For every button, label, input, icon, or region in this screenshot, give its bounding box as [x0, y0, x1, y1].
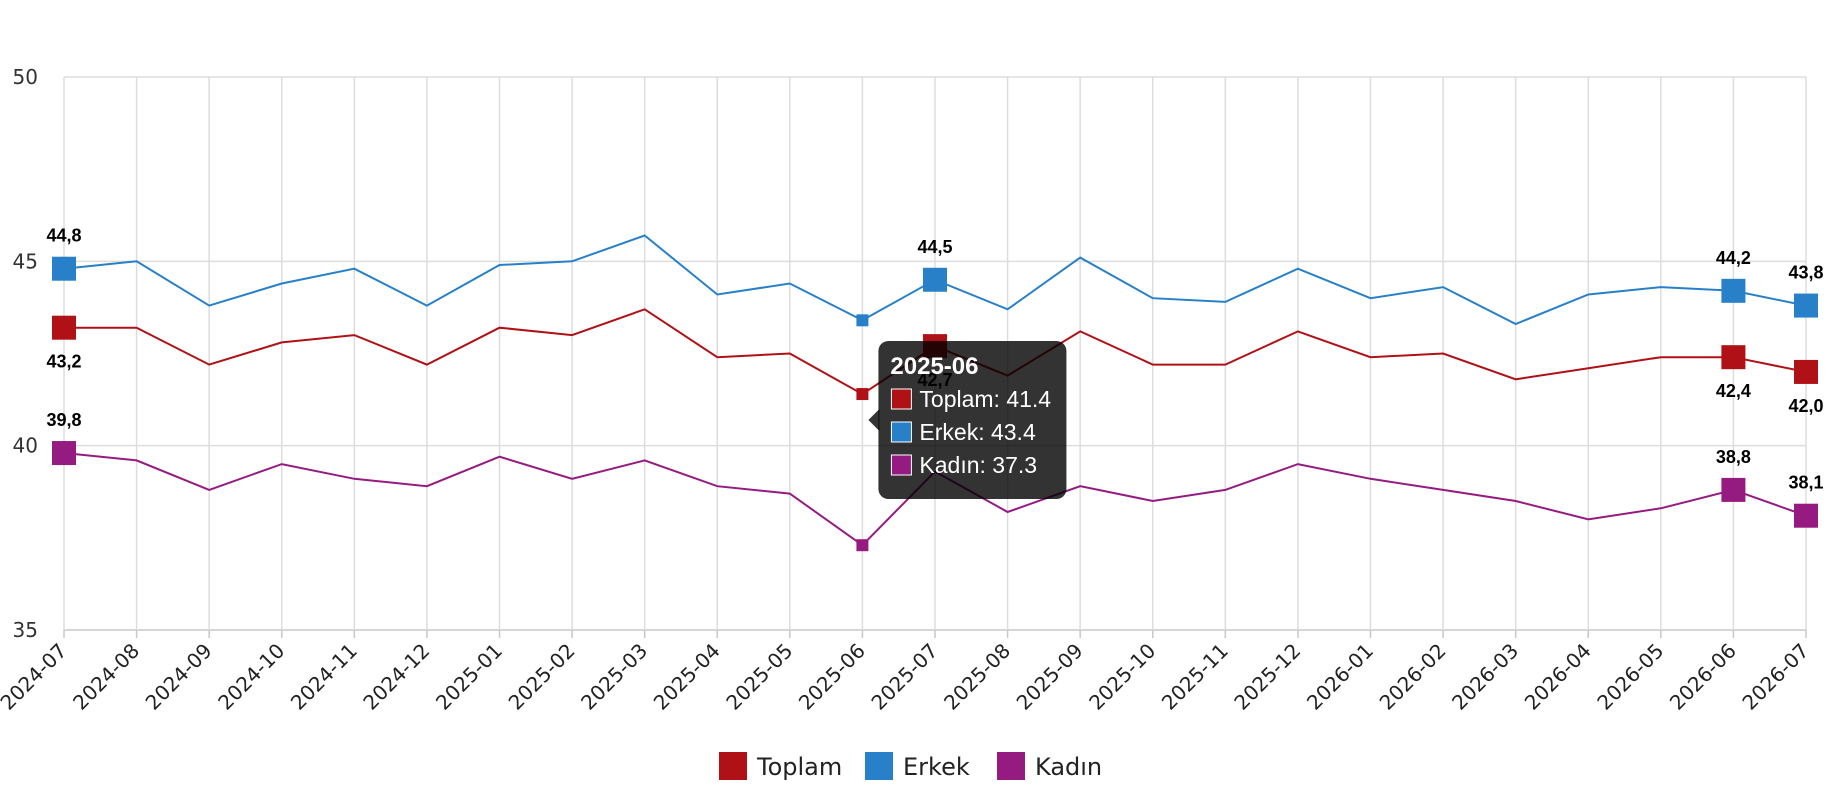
x-tick-label: 2026-05 [1592, 639, 1668, 715]
y-tick-label: 50 [13, 65, 38, 89]
data-point-marker[interactable] [52, 315, 76, 340]
tooltip-item: Erkek: 43.4 [919, 419, 1036, 445]
x-tick-label: 2025-08 [939, 639, 1015, 715]
data-point-marker[interactable] [856, 314, 869, 327]
x-tick-label: 2025-03 [576, 639, 652, 715]
x-tick-label: 2025-10 [1084, 639, 1160, 715]
x-tick-label: 2026-04 [1520, 639, 1596, 715]
legend-item-toplam[interactable]: Toplam [719, 752, 842, 781]
data-label: 44,8 [46, 226, 81, 246]
data-label: 38,8 [1716, 447, 1751, 467]
tooltip-caret [868, 409, 880, 431]
x-tick-label: 2024-08 [68, 639, 144, 715]
x-tick-label: 2025-11 [1157, 639, 1233, 715]
y-tick-label: 45 [13, 249, 38, 273]
legend-swatch [719, 752, 747, 780]
data-label: 38,1 [1788, 473, 1823, 493]
data-label: 43,8 [1788, 263, 1823, 283]
tooltip-item: Kadın: 37.3 [919, 452, 1037, 478]
x-tick-label: 2025-12 [1229, 639, 1305, 715]
data-point-marker[interactable] [856, 539, 869, 552]
x-tick-label: 2024-10 [213, 639, 289, 715]
data-point-marker[interactable] [923, 267, 947, 292]
tooltip-swatch [890, 421, 912, 443]
tooltip-swatch [890, 388, 912, 410]
x-tick-label: 2025-04 [649, 639, 725, 715]
tooltip-item: Toplam: 41.4 [919, 386, 1051, 412]
data-point-marker[interactable] [856, 388, 869, 401]
x-tick-label: 2024-12 [358, 639, 434, 715]
legend[interactable]: Toplam Erkek Kadın [719, 752, 1102, 781]
data-point-marker[interactable] [1721, 345, 1746, 370]
legend-item-kadın[interactable]: Kadın [997, 752, 1102, 781]
x-tick-label: 2024-11 [286, 639, 362, 715]
data-label: 39,8 [46, 410, 81, 430]
data-point-marker[interactable] [1721, 477, 1746, 502]
x-axis: 2024-072024-082024-092024-102024-112024-… [0, 639, 1814, 715]
x-tick-label: 2024-07 [0, 639, 72, 715]
x-tick-label: 2026-02 [1375, 639, 1451, 715]
legend-label: Toplam [756, 753, 842, 781]
legend-swatch [865, 752, 893, 780]
legend-label: Kadın [1035, 753, 1102, 781]
x-tick-label: 2025-02 [504, 639, 580, 715]
y-tick-label: 35 [13, 618, 38, 642]
tooltip-swatch [890, 454, 912, 476]
x-tick-label: 2026-03 [1447, 639, 1523, 715]
tooltip-box [878, 341, 1067, 499]
data-point-marker[interactable] [1721, 278, 1746, 303]
tooltip-title: 2025-06 [890, 353, 978, 380]
x-tick-label: 2024-09 [141, 639, 217, 715]
y-axis: 35 40 45 50 [13, 65, 38, 642]
data-point-marker[interactable] [52, 256, 76, 281]
legend-swatch [997, 752, 1025, 780]
x-tick-label: 2025-06 [794, 639, 870, 715]
x-tick-label: 2025-01 [431, 639, 507, 715]
x-tick-label: 2026-01 [1302, 639, 1378, 715]
data-point-marker[interactable] [52, 441, 76, 466]
x-tick-label: 2026-07 [1737, 639, 1813, 715]
data-label: 42,0 [1788, 396, 1823, 416]
legend-item-erkek[interactable]: Erkek [865, 752, 970, 781]
tooltip: 2025-06 Toplam: 41.4 Erkek: 43.4 Kadın: 37.… [868, 341, 1067, 499]
x-tick-label: 2026-06 [1665, 639, 1741, 715]
data-point-marker[interactable] [1794, 293, 1818, 318]
data-label: 43,2 [46, 352, 81, 372]
y-tick-label: 40 [13, 434, 38, 458]
data-point-marker[interactable] [1794, 359, 1818, 384]
x-tick-label: 2025-05 [721, 639, 797, 715]
data-point-marker[interactable] [1794, 503, 1818, 528]
data-label: 42,4 [1716, 381, 1751, 401]
data-label: 44,2 [1716, 248, 1751, 268]
data-label: 44,5 [917, 237, 952, 257]
x-tick-label: 2025-07 [866, 639, 942, 715]
x-tick-label: 2025-09 [1012, 639, 1088, 715]
legend-label: Erkek [903, 753, 970, 781]
